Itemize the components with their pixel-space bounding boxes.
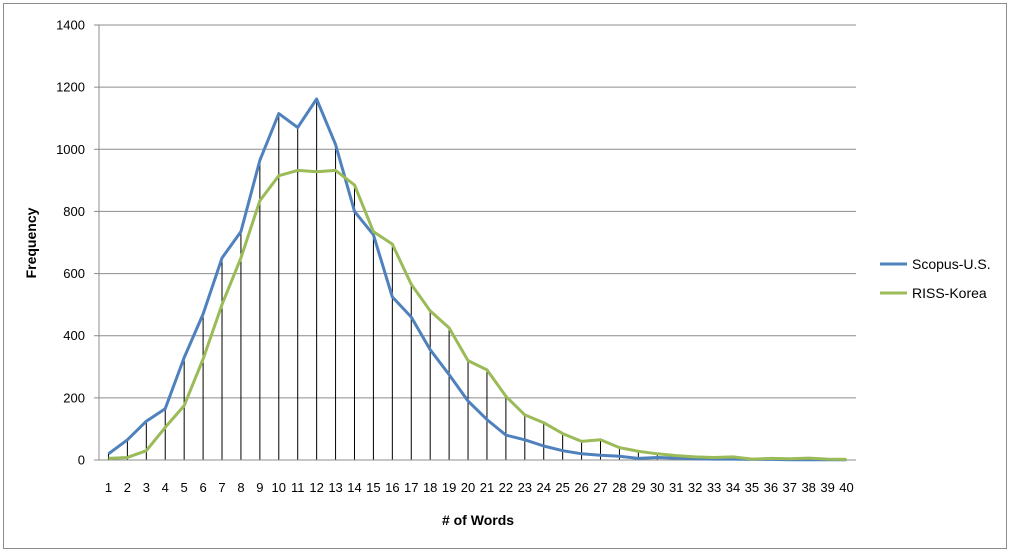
y-tick-label: 1200: [56, 80, 85, 95]
legend-label: RISS-Korea: [912, 285, 987, 301]
x-axis-title: # of Words: [442, 512, 514, 528]
x-tick-label: 30: [650, 480, 664, 495]
drop-lines: [107, 98, 848, 460]
x-tick-label: 8: [237, 480, 244, 495]
x-tick-label: 33: [707, 480, 721, 495]
x-tick-label: 15: [366, 480, 380, 495]
y-tick-label: 200: [63, 390, 85, 405]
series-lines: [107, 97, 847, 462]
x-tick-label: 13: [328, 480, 342, 495]
x-tick-label: 6: [199, 480, 206, 495]
x-tick-label: 19: [442, 480, 456, 495]
x-tick-label: 16: [385, 480, 399, 495]
x-tick-label: 24: [537, 480, 551, 495]
x-tick-label: 40: [839, 480, 853, 495]
x-tick-label: 27: [593, 480, 607, 495]
x-tick-label: 23: [518, 480, 532, 495]
x-tick-label: 1: [105, 480, 112, 495]
x-tick-label: 10: [272, 480, 286, 495]
y-tick-label: 0: [78, 453, 85, 468]
y-tick-label: 1000: [56, 142, 85, 157]
y-tick-label: 600: [63, 266, 85, 281]
y-tick-label: 400: [63, 328, 85, 343]
legend: Scopus-U.S. RISS-Korea: [880, 256, 991, 301]
x-tick-label: 35: [745, 480, 759, 495]
x-tick-label: 29: [631, 480, 645, 495]
y-tick-label: 1400: [56, 18, 85, 33]
y-tick-labels: 0 200 400 600 800 1000 1200 1400: [56, 18, 85, 468]
series-line-riss: [108, 168, 847, 461]
x-tick-label: 28: [612, 480, 626, 495]
x-tick-label: 3: [143, 480, 150, 495]
x-tick-labels: 1 2 3 4 5 6 7 8 9 10 11 12 13 14 15 16 17 18 19 20 21 22 23 24 2…: [105, 480, 854, 495]
x-tick-label: 5: [181, 480, 188, 495]
legend-label: Scopus-U.S.: [912, 256, 991, 272]
x-tick-label: 38: [801, 480, 815, 495]
x-tick-label: 17: [404, 480, 418, 495]
x-tick-label: 4: [162, 480, 169, 495]
x-tick-label: 32: [688, 480, 702, 495]
series-line-scopus: [107, 97, 847, 462]
x-tick-label: 37: [783, 480, 797, 495]
x-tick-label: 31: [669, 480, 683, 495]
x-tick-label: 7: [218, 480, 225, 495]
x-tick-label: 39: [820, 480, 834, 495]
x-tick-label: 21: [480, 480, 494, 495]
x-tick-label: 9: [256, 480, 263, 495]
x-tick-label: 2: [124, 480, 131, 495]
axes: [94, 24, 856, 461]
x-tick-label: 22: [499, 480, 513, 495]
x-tick-label: 20: [461, 480, 475, 495]
x-tick-label: 25: [555, 480, 569, 495]
x-tick-label: 34: [726, 480, 740, 495]
x-tick-label: 14: [347, 480, 361, 495]
x-tick-label: 26: [574, 480, 588, 495]
y-tick-label: 800: [63, 204, 85, 219]
x-tick-label: 18: [423, 480, 437, 495]
x-tick-label: 12: [309, 480, 323, 495]
x-tick-label: 36: [764, 480, 778, 495]
gridlines: [99, 24, 856, 399]
y-axis-title: Frequency: [23, 207, 39, 278]
x-tick-label: 11: [291, 480, 305, 495]
